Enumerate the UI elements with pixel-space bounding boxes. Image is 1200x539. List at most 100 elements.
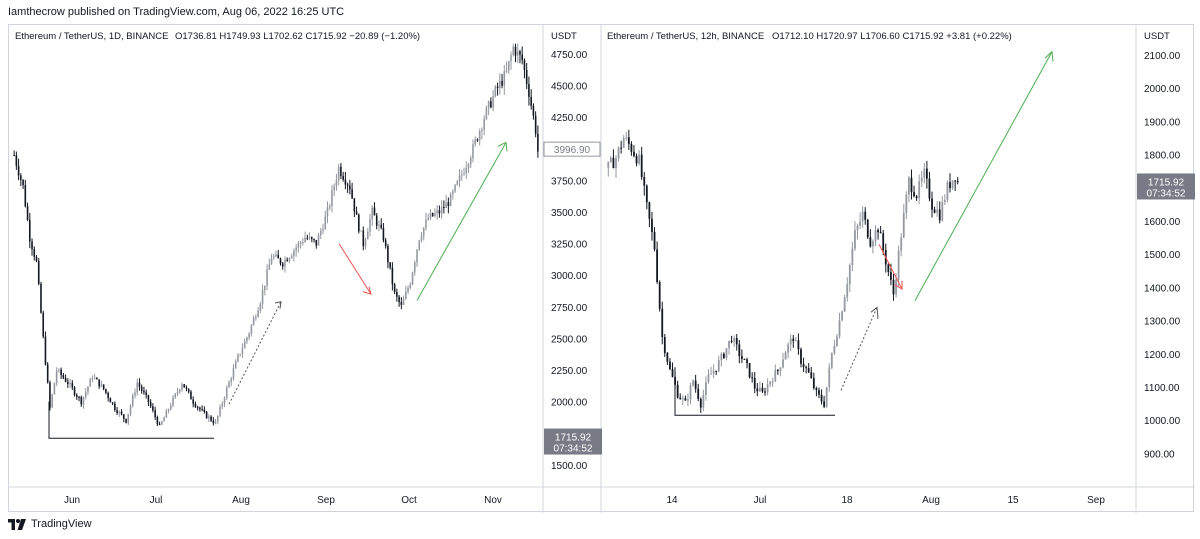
candle-body xyxy=(425,219,427,228)
candle-body xyxy=(286,259,288,262)
candle-body xyxy=(328,205,331,208)
tradingview-brand[interactable]: TradingView xyxy=(31,518,92,530)
candle-body xyxy=(485,107,488,119)
candle-body xyxy=(35,256,38,262)
candle-body xyxy=(872,241,874,247)
candle-body xyxy=(199,407,201,410)
candle-body xyxy=(460,174,463,176)
candle-body xyxy=(758,387,761,392)
candle-body xyxy=(355,211,358,215)
candle-body xyxy=(369,219,371,232)
candle-body xyxy=(510,54,512,62)
candle-body xyxy=(443,206,445,208)
drawings-2 xyxy=(674,50,1054,416)
candle-body xyxy=(190,391,192,400)
chart-title-2: Ethereum / TetherUS, 12h, BINANCE xyxy=(607,31,764,42)
candle-body xyxy=(663,337,666,354)
currency-label-1: USDT xyxy=(551,31,577,42)
candle-body xyxy=(284,259,286,267)
x-tick-label: Oct xyxy=(401,495,417,506)
candle-body xyxy=(615,158,617,169)
candle-body xyxy=(44,336,47,365)
candle-body xyxy=(458,175,461,182)
candle-body xyxy=(505,70,508,72)
candle-body xyxy=(429,213,432,219)
ohlc-readout-1: O1736.81 H1749.93 L1702.62 C1715.92 −20.… xyxy=(175,31,420,42)
candle-body xyxy=(120,411,123,415)
last-price-label: 1715.92 xyxy=(1148,177,1185,188)
candle-body xyxy=(794,340,797,342)
candle-body xyxy=(651,218,653,233)
candle-body xyxy=(225,387,228,398)
candle-body xyxy=(746,359,748,364)
candle-body xyxy=(900,237,903,251)
candle-body xyxy=(407,288,409,292)
candle-body xyxy=(938,209,941,221)
candle-body xyxy=(261,290,264,304)
candle-body xyxy=(779,367,782,371)
candle-body xyxy=(800,349,802,364)
candle-body xyxy=(689,385,692,400)
candle-body xyxy=(349,185,351,190)
candle-body xyxy=(789,338,792,345)
chart-frame: Ethereum / TetherUS, 1D, BINANCE O1736.81… xyxy=(8,24,1195,513)
y-tick-label: 3250.00 xyxy=(551,240,588,251)
candle-body xyxy=(268,264,271,270)
candle-body xyxy=(812,377,815,389)
candle-body xyxy=(841,311,843,321)
candle-body xyxy=(774,370,777,382)
candle-body xyxy=(40,283,42,313)
candle-body xyxy=(836,336,838,346)
candle-body xyxy=(530,96,532,106)
candle-body xyxy=(353,198,356,212)
candle-body xyxy=(149,401,152,407)
candle-body xyxy=(125,418,127,423)
price-box-label: 3996.90 xyxy=(554,145,591,156)
candle-body xyxy=(20,175,22,180)
candle-body xyxy=(147,395,150,402)
candle-body xyxy=(400,302,403,305)
candle-body xyxy=(257,310,259,317)
candle-body xyxy=(943,199,946,202)
dotted-arrow-head xyxy=(870,306,879,319)
candle-body xyxy=(699,398,702,408)
candle-body xyxy=(172,397,174,406)
candle-body xyxy=(915,196,918,199)
candle-body xyxy=(521,54,524,61)
candle-body xyxy=(373,207,376,216)
candle-body xyxy=(920,177,923,182)
candle-body xyxy=(239,354,241,356)
candle-body xyxy=(33,249,36,257)
candle-body xyxy=(62,375,65,378)
candle-body xyxy=(438,210,441,214)
candle-body xyxy=(702,394,705,408)
candle-body xyxy=(398,296,400,303)
candle-body xyxy=(344,179,347,185)
candle-body xyxy=(382,227,385,241)
candle-body xyxy=(456,181,459,185)
candle-body xyxy=(342,175,344,180)
candle-body xyxy=(288,258,291,262)
candle-body xyxy=(516,51,519,56)
last-price-tag-1 xyxy=(544,428,602,455)
candle-body xyxy=(411,272,414,285)
candle-body xyxy=(78,396,80,398)
candle-body xyxy=(306,237,309,239)
candle-body xyxy=(534,115,537,134)
candle-body xyxy=(523,60,526,70)
candle-body xyxy=(818,390,820,395)
candle-body xyxy=(905,194,908,213)
charts-svg[interactable]: Ethereum / TetherUS, 1D, BINANCE O1736.81… xyxy=(9,25,1195,513)
candle-body xyxy=(951,180,954,189)
candle-body xyxy=(609,157,612,162)
candle-body xyxy=(761,387,764,392)
candle-body xyxy=(941,201,944,221)
candle-body xyxy=(64,377,67,382)
candle-body xyxy=(228,381,230,388)
candle-body xyxy=(519,51,521,55)
candle-body xyxy=(275,254,277,257)
candle-body xyxy=(887,264,890,273)
candle-body xyxy=(371,207,374,220)
candle-body xyxy=(490,101,492,108)
candle-body xyxy=(851,248,854,266)
